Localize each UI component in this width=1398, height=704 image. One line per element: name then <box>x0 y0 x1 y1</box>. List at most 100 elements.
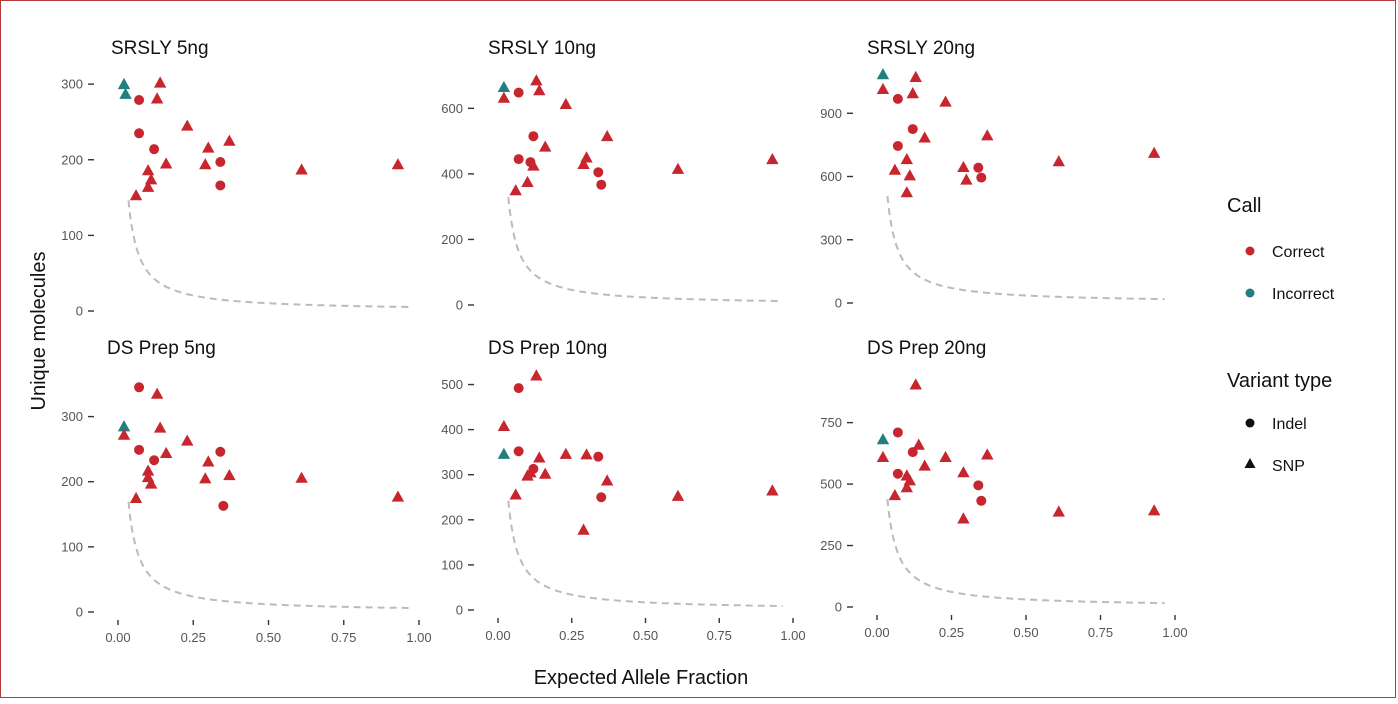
data-point-snp <box>1052 505 1065 517</box>
data-point-snp <box>957 160 970 172</box>
threshold-curve <box>127 200 409 308</box>
threshold-curve <box>127 501 409 609</box>
threshold-curve <box>886 498 1165 605</box>
y-axis-title: Unique molecules <box>28 252 50 411</box>
x-tick-label: 0.00 <box>485 628 510 643</box>
data-point-snp <box>129 189 143 201</box>
y-tick-label: 500 <box>441 377 463 392</box>
data-point-snp <box>153 76 167 88</box>
x-tick-label: 0.50 <box>256 630 281 645</box>
y-tick-label: 200 <box>61 152 83 167</box>
data-point-snp <box>199 472 212 484</box>
data-point-indel <box>593 167 604 178</box>
data-point-snp <box>223 469 236 481</box>
data-point-snp <box>141 464 155 476</box>
data-point-snp <box>957 512 970 524</box>
y-tick-label: 300 <box>61 77 83 92</box>
data-point-snp <box>918 131 931 143</box>
x-axis-title: Expected Allele Fraction <box>534 667 749 689</box>
data-point-indel <box>218 500 229 511</box>
panel-title: SRSLY 10ng <box>488 38 596 59</box>
data-point-snp <box>939 95 952 107</box>
data-point-indel <box>134 382 145 393</box>
data-point-snp <box>117 428 131 440</box>
y-tick-label: 900 <box>820 106 842 121</box>
data-point-indel <box>907 447 918 458</box>
data-point-snp <box>144 477 158 489</box>
legend: Call Correct Incorrect Variant type Inde… <box>1227 195 1335 475</box>
data-point-indel <box>528 131 539 142</box>
data-point-snp <box>295 163 308 175</box>
data-point-indel <box>973 162 984 173</box>
y-tick-label: 0 <box>76 605 83 620</box>
y-tick-label: 0 <box>835 600 842 615</box>
data-point-snp <box>497 447 511 459</box>
y-tick-label: 200 <box>61 474 83 489</box>
data-point-snp <box>876 68 890 80</box>
data-point-snp <box>202 455 215 467</box>
data-point-snp <box>202 141 215 153</box>
legend-call-title: Call <box>1227 195 1261 217</box>
y-tick-label: 600 <box>441 101 463 116</box>
y-tick-label: 0 <box>835 296 842 311</box>
x-tick-label: 0.75 <box>331 630 356 645</box>
legend-incorrect-label: Incorrect <box>1272 286 1335 303</box>
data-point-snp <box>150 387 164 399</box>
data-point-snp <box>521 175 534 188</box>
data-point-indel <box>976 172 987 183</box>
x-tick-label: 0.75 <box>707 628 732 643</box>
data-point-snp <box>153 421 167 433</box>
data-point-snp <box>900 481 913 493</box>
x-tick-label: 0.25 <box>939 625 964 640</box>
data-point-indel <box>596 179 607 190</box>
data-point-indel <box>513 154 524 165</box>
data-point-snp <box>150 92 164 104</box>
y-tick-label: 100 <box>441 557 463 572</box>
panel-5: DS Prep 10ng 0 100 200 300 400 500 0.00 0.25 0.50… <box>441 338 805 643</box>
data-point-snp <box>939 450 952 463</box>
panel-title: SRSLY 5ng <box>111 38 209 59</box>
y-tick-label: 300 <box>441 467 463 482</box>
x-tick-label: 0.50 <box>633 628 658 643</box>
data-point-snp <box>117 77 131 90</box>
data-point-indel <box>513 383 524 394</box>
data-point-indel <box>593 451 604 462</box>
panel-title: SRSLY 20ng <box>867 38 975 59</box>
panel-title: DS Prep 5ng <box>107 338 216 359</box>
legend-correct-label: Correct <box>1272 244 1325 261</box>
data-point-snp <box>909 378 922 390</box>
legend-indel-swatch <box>1245 418 1255 428</box>
data-point-snp <box>577 523 590 535</box>
data-point-snp <box>1147 504 1161 516</box>
data-point-snp <box>559 97 573 110</box>
y-tick-label: 0 <box>76 304 83 319</box>
legend-snp-label: SNP <box>1272 458 1305 475</box>
data-point-snp <box>957 466 970 478</box>
y-tick-label: 500 <box>820 477 842 492</box>
y-tick-label: 300 <box>61 409 83 424</box>
data-point-snp <box>159 446 173 459</box>
y-tick-label: 100 <box>61 228 83 243</box>
x-tick-label: 0.25 <box>181 630 206 645</box>
data-point-snp <box>391 490 405 502</box>
data-point-indel <box>215 446 226 457</box>
data-point-snp <box>533 84 546 96</box>
data-point-indel <box>892 468 903 479</box>
legend-snp-swatch <box>1244 458 1256 468</box>
data-point-snp <box>912 438 925 450</box>
panel-4: DS Prep 5ng 0 100 200 300 0.00 0.25 0.50 0.75 1.0… <box>61 338 431 645</box>
data-point-snp <box>391 158 405 170</box>
data-point-snp <box>497 419 511 431</box>
data-point-snp <box>530 369 543 381</box>
data-point-snp <box>981 448 994 460</box>
panel-title: DS Prep 20ng <box>867 338 986 359</box>
data-point-indel <box>134 95 145 106</box>
data-point-snp <box>906 87 919 99</box>
data-point-snp <box>981 129 994 141</box>
x-tick-label: 0.75 <box>1088 625 1113 640</box>
data-point-snp <box>141 164 155 176</box>
data-point-snp <box>181 434 194 446</box>
x-tick-label: 1.00 <box>780 628 805 643</box>
